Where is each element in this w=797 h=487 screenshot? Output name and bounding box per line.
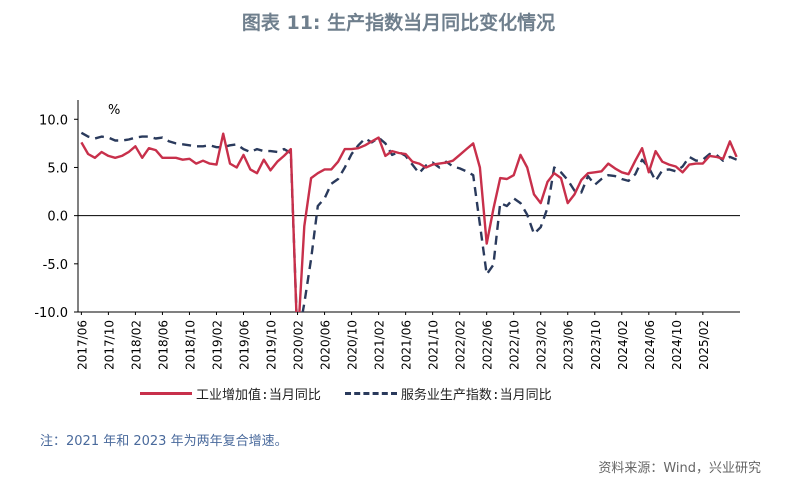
x-tick-label: 2023/10: [589, 320, 603, 370]
x-tick-label: 2022/02: [454, 320, 468, 370]
x-tick-label: 2024/02: [616, 320, 630, 370]
x-tick-label: 2017/06: [75, 320, 89, 370]
x-tick-label: 2023/06: [562, 320, 576, 370]
series-line-industrial: [80, 132, 738, 312]
x-tick-label: 2018/06: [156, 320, 170, 370]
x-tick-label: 2019/10: [265, 320, 279, 370]
footnote: 注：2021 年和 2023 年为两年复合增速。: [40, 434, 288, 449]
x-tick-label: 2023/02: [535, 320, 549, 370]
legend-label-industrial: 工业增加值:当月同比: [196, 388, 321, 403]
x-tick-label: 2018/02: [129, 320, 143, 370]
unit-label: %: [108, 103, 120, 118]
legend-item-services: 服务业生产指数:当月同比: [344, 384, 552, 403]
series-line-services: [80, 131, 738, 312]
legend-solid-line-icon: [140, 392, 192, 395]
x-tick-label: 2022/06: [481, 320, 495, 370]
x-tick-label: 2019/06: [238, 320, 252, 370]
x-tick-label: 2022/10: [508, 320, 522, 370]
x-tick-label: 2024/06: [643, 320, 657, 370]
chart-legend: 工业增加值:当月同比 服务业生产指数:当月同比: [140, 384, 576, 403]
x-tick-label: 2017/10: [102, 320, 116, 370]
x-tick-label: 2024/10: [670, 320, 684, 370]
x-tick-label: 2021/10: [427, 320, 441, 370]
y-tick-label: 5.0: [47, 161, 68, 176]
legend-item-industrial: 工业增加值:当月同比: [140, 384, 321, 403]
x-tick-label: 2020/06: [319, 320, 333, 370]
chart-title: 图表 11: 生产指数当月同比变化情况: [241, 12, 556, 34]
x-tick-label: 2020/02: [292, 320, 306, 370]
x-tick-label: 2020/10: [346, 320, 360, 370]
x-tick-label: 2025/02: [697, 320, 711, 370]
y-tick-label: 0.0: [47, 210, 68, 225]
legend-dashed-line-icon: [344, 392, 397, 395]
legend-label-services: 服务业生产指数:当月同比: [400, 388, 552, 403]
y-tick-label: 10.0: [39, 113, 68, 128]
x-tick-label: 2019/02: [210, 320, 224, 370]
y-tick-label: -10.0: [34, 306, 68, 321]
x-tick-label: 2021/02: [373, 320, 387, 370]
x-tick-label: 2021/06: [400, 320, 414, 370]
x-tick-label: 2018/10: [183, 320, 197, 370]
y-tick-label: -5.0: [43, 258, 68, 273]
source-label: 资料来源：Wind，兴业研究: [598, 461, 761, 476]
